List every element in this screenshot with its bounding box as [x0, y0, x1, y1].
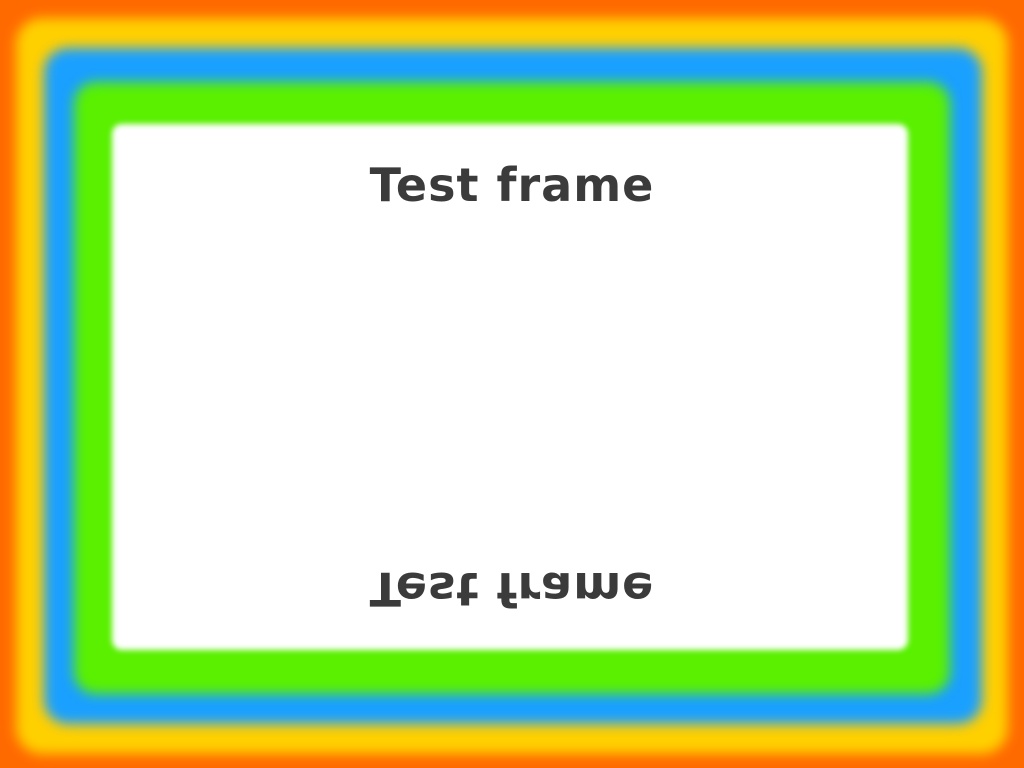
- bottom-caption-mirrored: Test frame: [369, 562, 655, 616]
- white-inner-area: [112, 124, 908, 650]
- top-caption: Test frame: [369, 158, 655, 212]
